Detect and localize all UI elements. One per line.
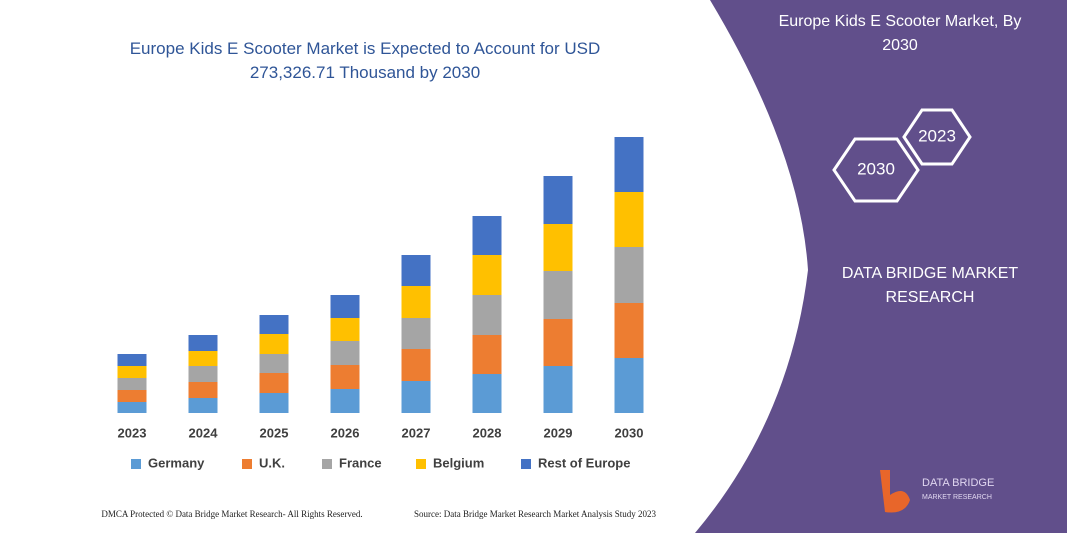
logo-icon — [880, 470, 910, 513]
bar-segment — [259, 334, 289, 354]
bar-segment — [259, 315, 289, 334]
footer-right: Source: Data Bridge Market Research Mark… — [414, 509, 656, 519]
logo-text: MARKET RESEARCH — [922, 494, 992, 501]
bar-segment — [472, 295, 502, 335]
bar-segment — [188, 382, 218, 398]
bar-segment — [614, 247, 644, 303]
legend-label: U.K. — [259, 455, 285, 470]
bar-segment — [401, 349, 431, 381]
x-tick-label: 2025 — [260, 425, 289, 440]
bar-segment — [543, 319, 573, 366]
legend-label: Belgium — [433, 455, 484, 470]
brand-text: DATA BRIDGE MARKET RESEARCH — [842, 265, 1019, 306]
bar-segment — [401, 286, 431, 318]
panel-title: Europe Kids E Scooter Market, By 2030 — [779, 13, 1022, 54]
hexagon — [832, 137, 920, 203]
legend-swatch — [242, 459, 252, 469]
legend-label: Rest of Europe — [538, 455, 630, 470]
x-tick-label: 2024 — [189, 425, 219, 440]
x-tick-label: 2023 — [118, 425, 147, 440]
x-tick-label: 2026 — [331, 425, 360, 440]
bar-segment — [330, 318, 360, 341]
bar-segment — [117, 390, 147, 402]
bar-segment — [472, 216, 502, 255]
bar-segment — [259, 393, 289, 413]
bar-segment — [117, 402, 147, 413]
bar-segment — [472, 255, 502, 295]
bar-segment — [543, 176, 573, 224]
bar-segment — [401, 381, 431, 413]
bar-segment — [117, 366, 147, 378]
bar-segment — [614, 192, 644, 247]
bar-segment — [330, 389, 360, 413]
bar-segment — [259, 354, 289, 373]
bar-segment — [188, 366, 218, 382]
hexagon-label: 2030 — [857, 159, 895, 178]
bar-segment — [259, 373, 289, 393]
footer-left: DMCA Protected © Data Bridge Market Rese… — [101, 509, 362, 519]
bar-segment — [543, 224, 573, 271]
bar-segment — [330, 365, 360, 389]
legend-swatch — [416, 459, 426, 469]
bar-segment — [614, 358, 644, 413]
legend-swatch — [322, 459, 332, 469]
bar-segment — [614, 303, 644, 358]
side-panel — [695, 0, 1067, 533]
legend-swatch — [521, 459, 531, 469]
x-tick-label: 2028 — [473, 425, 502, 440]
bar-segment — [188, 398, 218, 413]
bar-segment — [472, 374, 502, 413]
legend-label: France — [339, 455, 382, 470]
bar-segment — [472, 335, 502, 374]
bar-segment — [543, 366, 573, 413]
logo-text: DATA BRIDGE — [922, 477, 994, 489]
legend-label: Germany — [148, 455, 205, 470]
bar-segment — [330, 295, 360, 318]
x-tick-label: 2030 — [615, 425, 644, 440]
bar-segment — [188, 335, 218, 351]
hexagon-label: 2023 — [918, 126, 956, 145]
bar-segment — [117, 378, 147, 390]
bar-segment — [543, 271, 573, 319]
bar-segment — [401, 318, 431, 349]
bar-segment — [401, 255, 431, 286]
bar-segment — [330, 341, 360, 365]
hexagon — [902, 108, 972, 166]
bar-segment — [188, 351, 218, 366]
bar-segment — [117, 354, 147, 366]
chart-title: Europe Kids E Scooter Market is Expected… — [130, 39, 601, 82]
legend-swatch — [131, 459, 141, 469]
x-tick-label: 2027 — [402, 425, 431, 440]
bar-segment — [614, 137, 644, 192]
x-tick-label: 2029 — [544, 425, 573, 440]
